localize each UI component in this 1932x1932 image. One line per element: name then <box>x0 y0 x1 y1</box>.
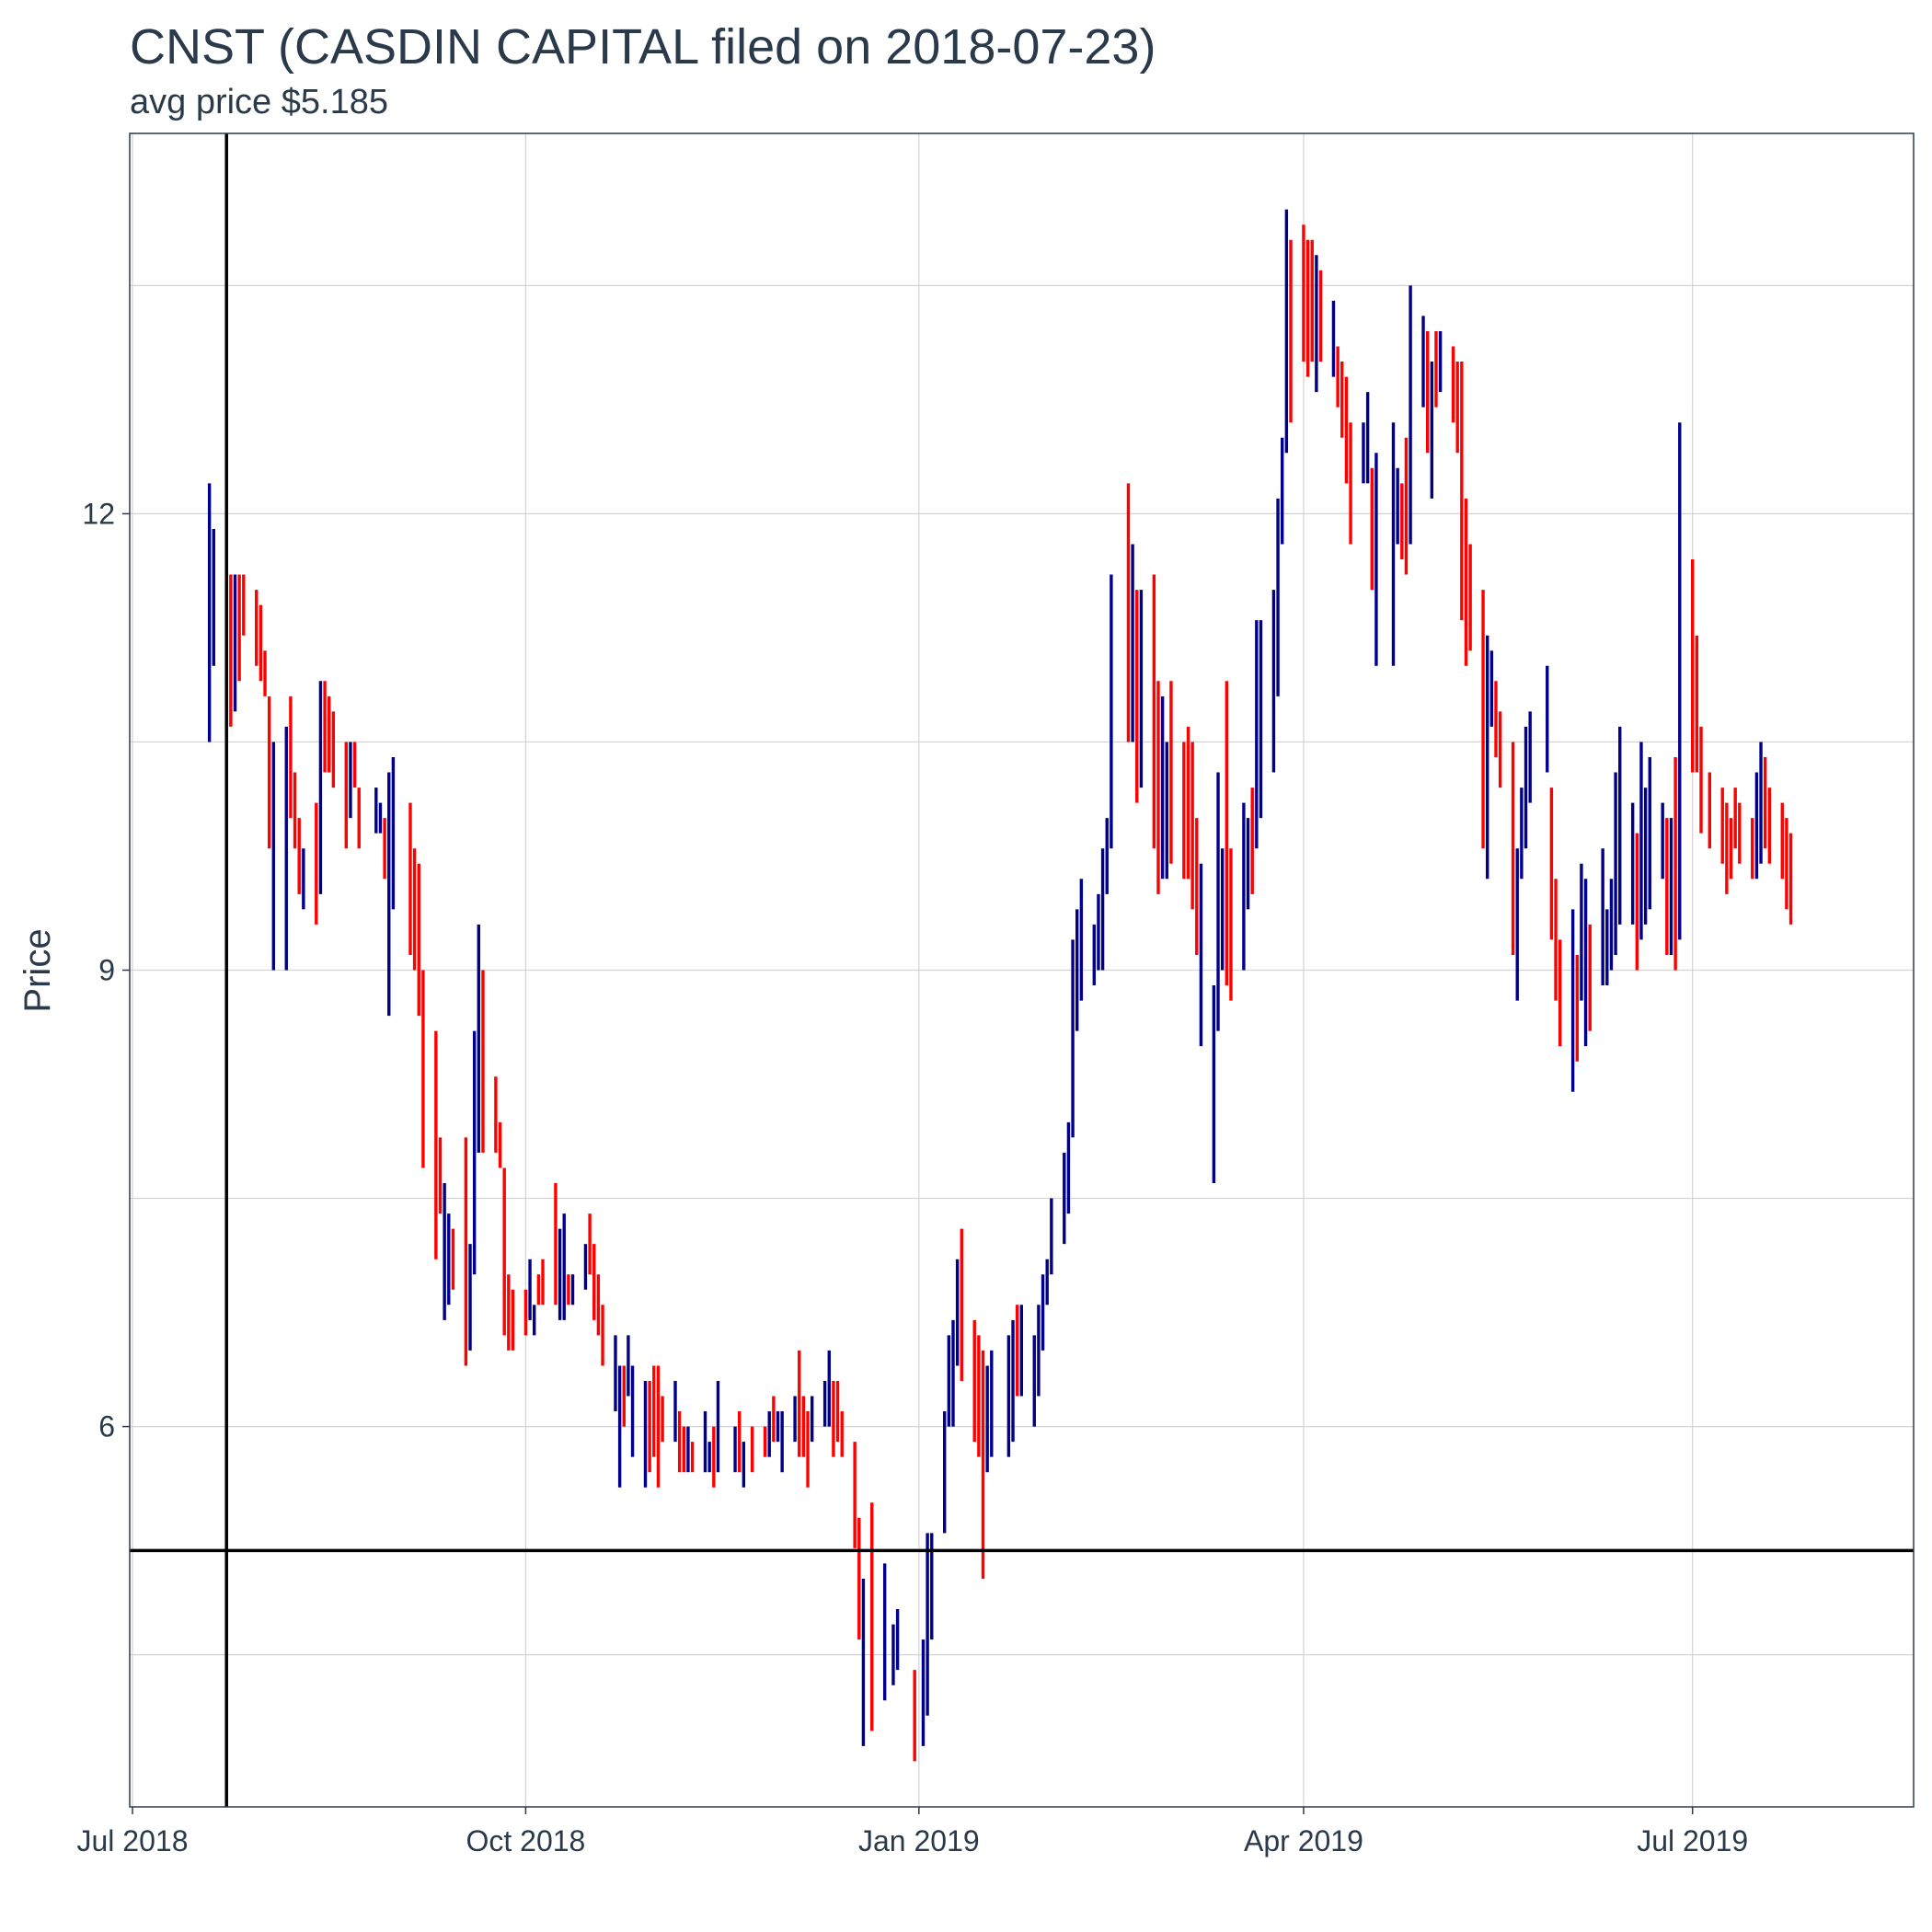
x-tick-label: Apr 2019 <box>1244 1824 1363 1857</box>
grid-layer <box>130 133 1914 1807</box>
chart-subtitle: avg price $5.185 <box>130 83 388 121</box>
y-axis-title: Price <box>17 928 58 1012</box>
price-bars <box>207 209 1793 1762</box>
chart-title: CNST (CASDIN CAPITAL filed on 2018-07-23… <box>130 19 1156 75</box>
reference-lines <box>130 133 1914 1807</box>
y-tick-label: 6 <box>98 1410 115 1443</box>
x-tick-label: Jul 2019 <box>1637 1824 1748 1857</box>
y-tick-label: 12 <box>82 497 115 530</box>
x-tick-label: Oct 2018 <box>466 1824 585 1857</box>
axis-layer: 6 9 12 Jul 2018 Oct 2018 Jan 2019 Apr 2019 Jul … <box>77 497 1749 1857</box>
x-tick-label: Jan 2019 <box>858 1824 980 1857</box>
x-tick-label: Jul 2018 <box>77 1824 189 1857</box>
y-tick-label: 9 <box>98 954 115 987</box>
